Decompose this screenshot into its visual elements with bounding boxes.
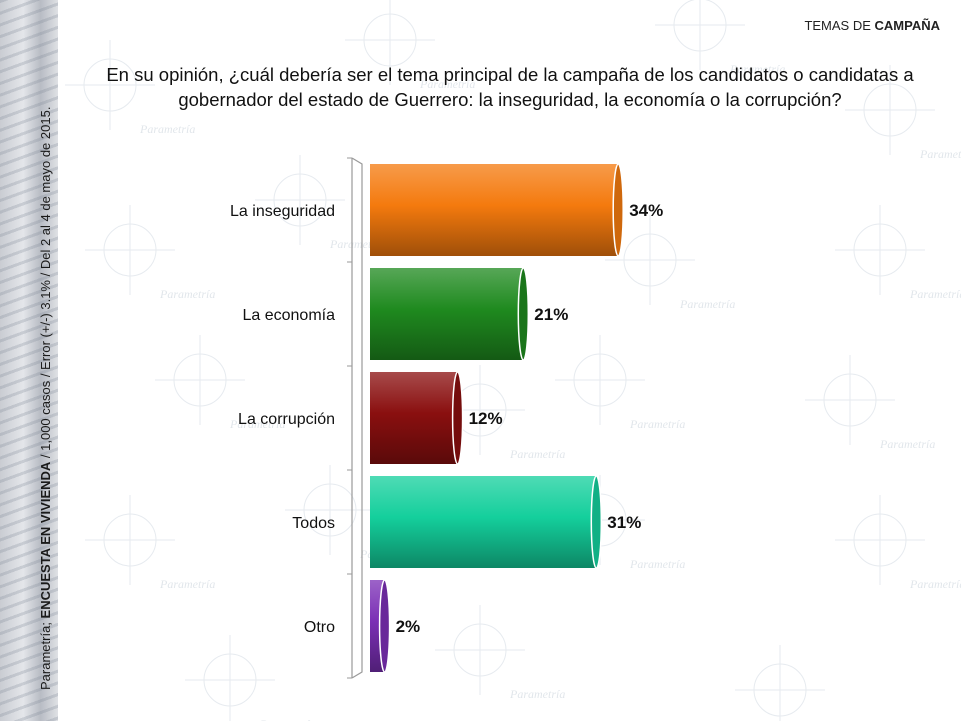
- watermark-text: Parametría: [259, 717, 315, 721]
- bar-3: [370, 372, 458, 464]
- watermark-motif: Parametría: [735, 645, 825, 721]
- bar-cap-3: [451, 371, 464, 465]
- bar-cap-2: [517, 267, 530, 361]
- watermark-text: Parametría: [909, 287, 961, 301]
- bar-cap-1: [612, 163, 624, 257]
- data-label: 12%: [469, 409, 503, 428]
- section-tag: TEMAS DE CAMPAÑA: [804, 18, 940, 33]
- data-label: 34%: [629, 201, 663, 220]
- watermark-text: Parametría: [729, 62, 785, 76]
- watermark-motif: Parametría: [605, 215, 735, 311]
- watermark-text: Parametría: [229, 417, 285, 431]
- section-tag-bold: CAMPAÑA: [874, 18, 940, 33]
- data-label: 21%: [534, 305, 568, 324]
- watermark-text: Parametría: [909, 577, 961, 591]
- watermark-text: Parametría: [509, 447, 565, 461]
- bar-1: [370, 164, 619, 256]
- watermark-motif: Parametría: [85, 495, 215, 591]
- watermark-motif: Parametría: [655, 0, 785, 76]
- watermark-motif: Parametría: [835, 495, 961, 591]
- section-tag-prefix: TEMAS DE: [804, 18, 875, 33]
- watermark-text: Parametría: [629, 557, 685, 571]
- watermark-text: Parametría: [159, 577, 215, 591]
- watermark-motif: Parametría: [555, 335, 685, 431]
- watermark-text: Parametría: [629, 417, 685, 431]
- data-label: 31%: [607, 513, 641, 532]
- data-label: 2%: [396, 617, 421, 636]
- watermark-motif: Parametría: [345, 0, 475, 91]
- watermark-motif: Parametría: [85, 205, 215, 301]
- chart-question: En su opinión, ¿cuál debería ser el tema…: [106, 64, 914, 110]
- watermark-text: Parametría: [139, 122, 195, 136]
- category-label: Otro: [304, 619, 335, 636]
- watermark-text: Parametría: [159, 287, 215, 301]
- watermark-motif: Parametría: [185, 635, 315, 721]
- bar-2: [370, 268, 524, 360]
- category-label: Todos: [292, 515, 335, 532]
- category-label: La corrupción: [238, 411, 335, 428]
- watermark-text: Parametría: [919, 147, 961, 161]
- watermark-motif: Parametría: [835, 205, 961, 301]
- watermark-text: Parametría: [419, 77, 475, 91]
- bar-cap-5: [378, 579, 391, 673]
- category-label: La inseguridad: [230, 203, 335, 220]
- left-decorative-band: [0, 0, 58, 721]
- category-axis: [351, 157, 363, 679]
- watermark-text: Parametría: [879, 437, 935, 451]
- bar-4: [370, 476, 597, 568]
- watermark-motif: Parametría: [65, 40, 195, 136]
- watermark-text: Parametría: [509, 687, 565, 701]
- watermark-motif: Parametría: [845, 65, 961, 161]
- watermark-motif: Parametría: [155, 335, 285, 431]
- bar-cap-4: [590, 475, 603, 569]
- watermark-motif: Parametría: [435, 605, 565, 701]
- category-label: La economía: [242, 307, 335, 324]
- watermark-text: Parametría: [679, 297, 735, 311]
- watermark-motif: Parametría: [805, 355, 935, 451]
